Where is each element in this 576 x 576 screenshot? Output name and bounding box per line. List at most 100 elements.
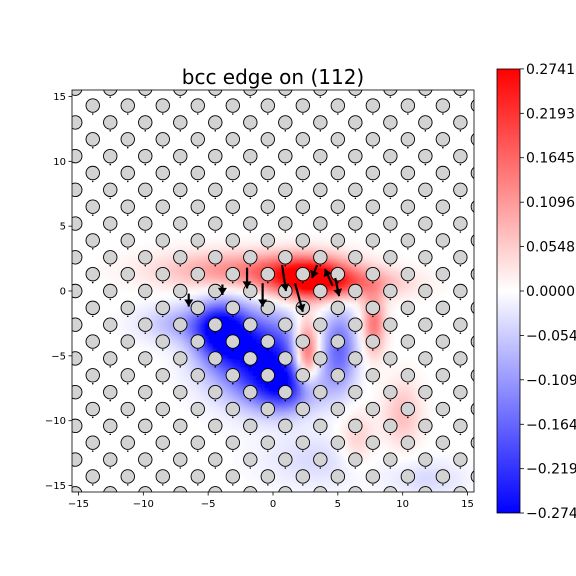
strain-cell [345,479,350,485]
strain-cell [457,471,463,477]
strain-cell [192,262,197,268]
strain-cell [115,270,121,276]
colorbar-tick-label: 0.1096 [526,195,575,211]
strain-cell [312,479,318,485]
atom [243,418,258,434]
strain-cell [248,435,254,441]
strain-cell [361,266,366,272]
atom [208,250,223,265]
strain-cell [236,330,242,336]
strain-cell [373,326,378,332]
strain-cell [276,258,282,264]
strain-cell [224,387,230,392]
strain-cell [353,443,358,449]
strain-cell [381,395,386,400]
strain-cell [320,479,326,485]
strain-cell [389,371,394,376]
y-tick-label: 0 [60,287,66,298]
strain-cell [156,290,161,296]
strain-cell [220,419,226,424]
strain-cell [188,270,193,276]
strain-cell [324,467,330,473]
strain-cell [413,407,419,412]
x-tick-label: 15 [461,499,474,510]
strain-cell [164,359,169,364]
displacement-dot [337,349,339,351]
strain-cell [276,338,282,344]
strain-cell [264,451,270,457]
displacement-dot [302,180,304,183]
strain-cell [441,483,447,489]
strain-cell [357,379,362,384]
strain-cell [308,242,314,248]
strain-cell [429,487,435,492]
atom [173,182,188,198]
strain-cell [184,294,189,300]
atom [260,165,276,181]
strain-cell [180,310,185,316]
strain-cell [361,306,366,312]
strain-cell [164,294,169,300]
strain-cell [196,246,201,252]
displacement-dot [196,315,199,318]
strain-cell [312,282,318,288]
strain-cell [188,407,193,412]
atom [383,148,398,164]
strain-cell [268,318,274,324]
atom [260,233,276,248]
strain-cell [240,439,246,445]
strain-cell [308,367,314,372]
strain-cell [280,363,286,368]
strain-cell [389,431,394,437]
atom [243,216,258,231]
strain-cell [308,266,314,272]
strain-cell [200,346,205,352]
strain-cell [413,479,419,485]
strain-cell [461,471,467,477]
small-displacement-markers [91,96,462,486]
strain-cell [220,250,226,256]
strain-cell [220,431,226,437]
strain-cell [280,431,286,437]
strain-cell [381,383,386,388]
atom [470,436,474,449]
strain-cell [176,310,181,316]
x-tick-label: 5 [335,499,341,510]
strain-cell [361,278,366,284]
strain-cell [136,258,141,264]
strain-cell [99,274,105,280]
atom [72,351,83,366]
atom [418,351,433,366]
atom [365,334,381,349]
strain-cell [240,415,246,420]
strain-cell [345,318,350,324]
strain-cell [441,451,447,457]
strain-cell [292,246,298,252]
strain-cell [252,415,258,420]
displacement-dot [337,113,339,115]
displacement-dot [267,450,269,452]
strain-cell [256,282,262,288]
strain-cell [328,342,334,348]
strain-cell [365,314,370,320]
strain-cell [389,342,394,348]
strain-cell [132,322,137,328]
strain-cell [304,427,310,432]
strain-cell [417,439,423,445]
strain-cell [417,294,423,300]
strain-cell [337,314,342,320]
strain-cell [276,463,282,469]
strain-cell [417,383,423,388]
atom [225,132,240,147]
strain-cell [433,483,439,489]
strain-cell [377,326,382,332]
strain-cell [304,359,310,364]
strain-cell [349,363,354,368]
atom [418,216,433,231]
strain-cell [353,274,358,280]
strain-cell [405,419,410,424]
strain-cell [357,346,362,352]
strain-cell [224,250,230,256]
strain-cell [316,471,322,477]
displacement-dot [161,113,164,115]
